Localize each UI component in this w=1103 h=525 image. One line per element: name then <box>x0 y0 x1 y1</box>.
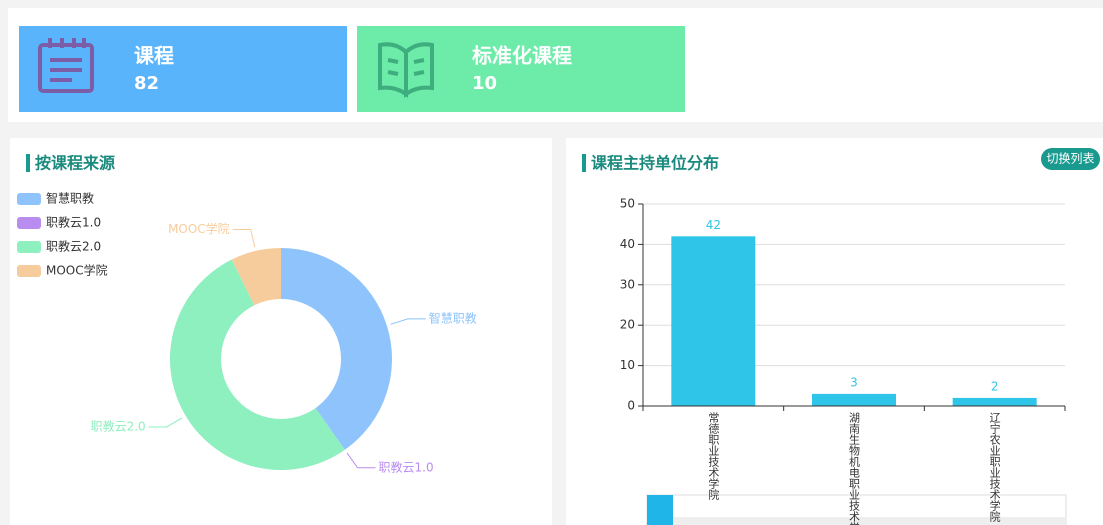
y-tick-label: 30 <box>620 277 635 291</box>
card <box>357 26 685 112</box>
x-tick-label: 常德职业技术学院 <box>707 412 720 500</box>
card-value: 82 <box>134 73 159 94</box>
bar-value-label: 3 <box>850 375 858 389</box>
zoom-handle[interactable] <box>647 495 673 525</box>
zoom-shade <box>673 517 1066 525</box>
card-title: 标准化课程 <box>472 44 572 68</box>
legend-swatch <box>17 241 41 253</box>
bar <box>671 236 756 406</box>
course-icon <box>38 38 94 93</box>
slice-label: MOOC学院 <box>168 221 230 236</box>
legend-swatch <box>17 193 41 205</box>
y-tick-label: 40 <box>620 237 635 251</box>
leader-line <box>148 417 183 428</box>
toggle-button[interactable]: 切换列表 <box>1041 148 1100 170</box>
bar <box>812 393 896 406</box>
panel-title: 课程主持单位分布 <box>591 154 719 173</box>
title-bar <box>26 154 30 172</box>
bar-value-label: 42 <box>706 218 721 232</box>
y-tick-label: 50 <box>620 197 635 211</box>
slice-label: 职教云2.0 <box>91 418 146 433</box>
legend-swatch <box>17 217 41 229</box>
data-zoom[interactable] <box>646 494 1067 525</box>
card-title: 课程 <box>134 44 174 68</box>
legend-label: MOOC学院 <box>46 263 108 278</box>
donut-slice <box>281 248 392 450</box>
x-tick-label: 辽宁农业职业技术学院 <box>988 412 1001 522</box>
button-label[interactable]: 切换列表 <box>1046 152 1094 166</box>
panel-title: 按课程来源 <box>35 154 115 173</box>
card-value: 10 <box>472 73 497 94</box>
title-bar <box>582 154 586 172</box>
bar-value-label: 2 <box>991 379 999 393</box>
y-tick-label: 10 <box>620 358 635 372</box>
y-tick-label: 20 <box>620 318 635 332</box>
y-tick-label: 0 <box>627 399 635 413</box>
legend-label: 智慧职教 <box>46 191 94 206</box>
leader-line <box>390 318 426 325</box>
legend-swatch <box>17 265 41 277</box>
slice-label: 智慧职教 <box>429 310 477 325</box>
slice-label: 职教云1.0 <box>379 459 434 474</box>
button-bg[interactable] <box>1041 148 1100 170</box>
leader-line <box>346 452 376 469</box>
donut-slice <box>231 248 281 306</box>
legend-label: 职教云2.0 <box>46 239 101 254</box>
legend-label: 职教云1.0 <box>46 215 101 230</box>
bar <box>952 397 1037 406</box>
donut-slice <box>170 259 345 470</box>
x-tick-label: 湖南生物机电职业技术学院 <box>848 412 861 525</box>
book-icon <box>378 42 434 98</box>
leader-line <box>232 228 256 248</box>
right-panel <box>566 138 1103 525</box>
